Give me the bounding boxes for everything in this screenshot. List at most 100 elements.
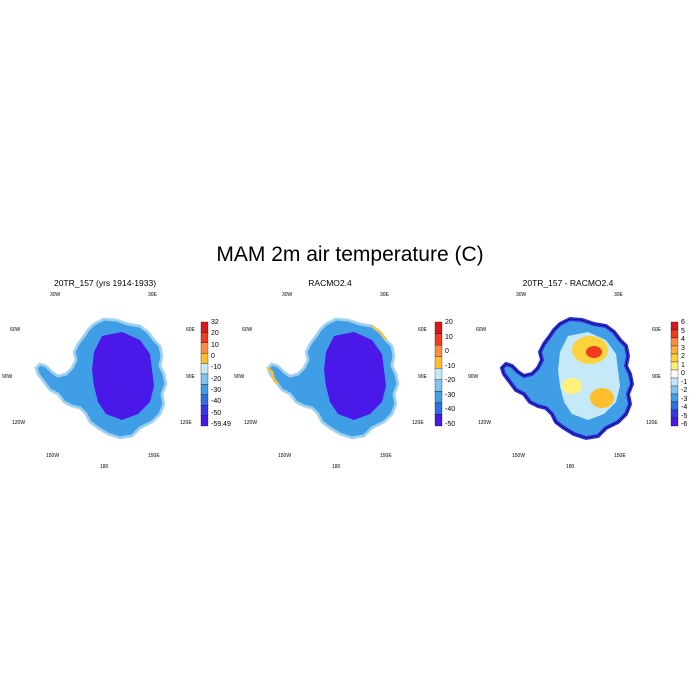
colorbar-swatch [434,344,443,357]
colorbar-label: -6 [681,421,688,428]
colorbar-label: -2 [681,387,688,394]
lon-label: 150W [278,453,292,459]
colorbar-swatch [200,321,209,333]
colorbar-label: 3 [681,344,685,352]
colorbar-label: 2 [681,353,685,360]
lon-label: 30W [516,292,527,298]
colorbar-swatch [670,401,679,411]
lon-label: 150E [614,453,626,459]
lon-label: 90W [468,374,479,380]
colorbar-label: 20 [211,330,219,338]
lon-label: 120W [12,420,26,426]
lon-label: 30E [380,292,389,298]
colorbar-label: -4 [681,404,688,411]
colorbar-label: 1 [681,361,685,369]
colorbar-swatch [670,329,679,339]
panel-2-title: RACMO2.4 [308,278,352,288]
colorbar-label: 4 [681,336,685,343]
lon-label: 90E [652,374,661,380]
colorbar-swatch [670,337,679,347]
colorbar-swatch [434,379,443,392]
colorbar-swatch [670,321,679,331]
coast-band-panel-1 [34,317,168,440]
interior-panel-2 [324,332,386,420]
colorbar-swatch [200,373,209,385]
colorbar-label: -59.49 [211,421,231,428]
colorbar-label: -50 [211,409,222,417]
colorbar-swatch [670,377,679,387]
lon-label: 180 [566,464,575,470]
lon-label: 150W [512,453,526,459]
lon-label: 90W [2,374,13,380]
colorbar-swatch [434,321,443,334]
lon-label: 120E [180,420,192,426]
panel-3-title: 20TR_157 - RACMO2.4 [522,278,614,288]
panel-1-title: 20TR_157 (yrs 1914-1933) [53,278,157,288]
lon-label: 120E [412,420,424,426]
coastline [501,318,633,439]
lon-label: 150E [148,453,160,459]
lon-label: 30W [50,292,61,298]
colorbar-swatch [200,353,209,364]
colorbar-label: -10 [445,362,456,370]
colorbar-swatch [200,363,209,375]
lon-label: 90W [234,374,245,380]
colorbar-swatch [200,415,209,427]
lon-label: 120W [244,420,258,426]
colorbar-label: 10 [211,341,219,349]
colorbar-label: -40 [445,406,456,414]
lon-label: 120W [478,420,492,426]
lon-label: 120E [646,420,658,426]
coast-warm-fringe [371,325,387,341]
warm-anomaly-core [586,346,602,358]
interior-panel-1 [92,332,154,420]
colorbar-label: 10 [445,333,453,341]
colorbar-label: -50 [445,421,456,428]
colorbar-label: -5 [681,412,688,420]
colorbar-swatch [670,361,679,371]
figure-title: MAM 2m air temperature (C) [216,243,484,266]
colorbar-label: 20 [445,319,453,326]
lon-label: 30E [614,292,623,298]
lon-label: 90E [418,374,427,380]
colorbar-swatch [434,391,443,404]
colorbar-swatch [200,332,209,343]
lon-label: 90E [186,374,195,380]
colorbar-swatch [200,384,209,395]
warm-anomaly-central [562,378,582,394]
colorbar-swatch [670,409,679,419]
colorbar-swatch [434,414,443,427]
lon-label: 60E [418,327,427,333]
colorbar-swatch [434,356,443,369]
colorbar-label: 0 [445,348,449,356]
colorbar-label: 0 [211,353,215,360]
colorbar-label: -30 [211,387,222,394]
lon-label: 30E [148,292,157,298]
colorbar-swatch [200,405,209,416]
colorbar-swatch [670,353,679,363]
colorbar-label: -40 [211,398,222,406]
colorbar-swatch [670,385,679,395]
colorbar-swatch [434,333,443,346]
colorbar-label: -20 [211,375,222,383]
lon-label: 150W [46,453,60,459]
colorbar-label: -10 [211,364,222,372]
colorbar-label: -3 [681,395,688,403]
colorbar-swatch [200,342,209,354]
colorbar-swatch [434,368,443,380]
colorbar-label: 0 [681,370,685,377]
colorbar-swatch [434,402,443,415]
coast-band-panel-2 [266,317,400,440]
lon-label: 60E [652,327,661,333]
colorbar-label: 5 [681,327,685,335]
colorbar-swatch [200,394,209,406]
lon-label: 60W [476,327,487,333]
lon-label: 30W [282,292,293,298]
peninsula-warm-fringe [267,367,279,385]
colorbar-label: -1 [681,378,688,386]
colorbar-label: 32 [211,319,219,326]
colorbar-label: -20 [445,377,456,385]
lon-label: 60E [186,327,195,333]
